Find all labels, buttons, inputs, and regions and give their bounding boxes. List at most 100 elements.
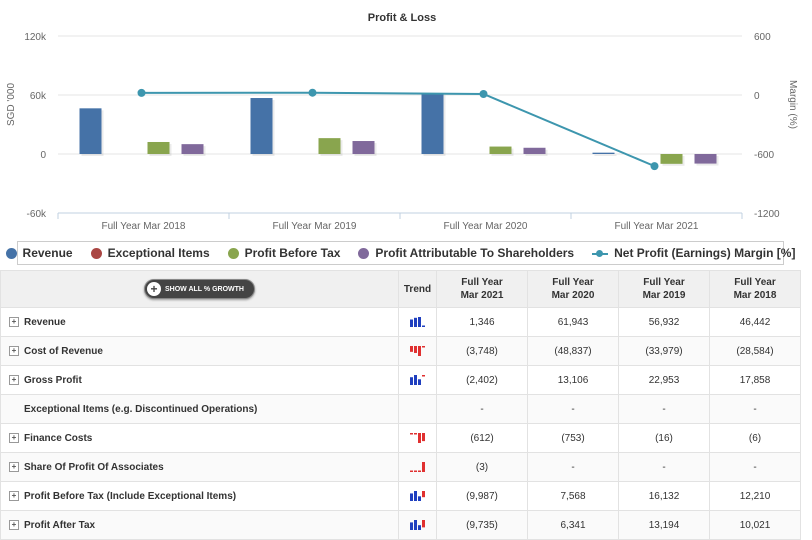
trend-sparkline-icon — [409, 491, 425, 501]
period-header[interactable]: Full Year Mar 2021 — [436, 270, 528, 308]
trend-bar — [417, 346, 421, 356]
bar-revenue — [79, 108, 102, 154]
trend-cell — [398, 394, 437, 424]
show-growth-cell: + SHOW ALL % GROWTH — [0, 270, 399, 308]
expand-icon[interactable]: + — [9, 345, 19, 356]
row-label: Exceptional Items (e.g. Discontinued Ope… — [24, 403, 258, 415]
trend-bar — [409, 319, 413, 327]
margin-point — [308, 88, 317, 97]
legend-label: Revenue — [22, 246, 73, 260]
trend-bar — [417, 470, 421, 472]
row-label-cell: Exceptional Items (e.g. Discontinued Ope… — [0, 394, 399, 424]
expand-icon[interactable]: + — [9, 461, 19, 472]
value-cell: - — [436, 394, 528, 424]
legend-marker-icon — [358, 247, 370, 259]
row-label: Profit After Tax — [24, 519, 96, 531]
bar-profit-before-tax — [147, 141, 170, 154]
legend-item[interactable]: Revenue — [5, 246, 73, 260]
show-all-growth-label: SHOW ALL % GROWTH — [165, 285, 244, 293]
trend-bar — [413, 433, 417, 435]
margin-point — [479, 89, 488, 98]
y-tick-label: 60k — [30, 91, 47, 102]
value-cell: - — [709, 394, 801, 424]
legend-item[interactable]: Net Profit (Earnings) Margin [%] — [592, 246, 795, 260]
chart-legend: Revenue Exceptional Items Profit Before Ta… — [5, 241, 795, 265]
value-cell: 6,341 — [527, 510, 619, 540]
trend-sparkline-icon — [409, 317, 425, 327]
trend-cell — [398, 481, 437, 511]
trend-bar — [413, 375, 417, 385]
trend-bar — [417, 525, 421, 530]
trend-bar — [409, 377, 413, 385]
row-label-cell[interactable]: + Share Of Profit Of Associates — [0, 452, 399, 482]
row-label-cell[interactable]: + Profit After Tax — [0, 510, 399, 540]
bar-revenue — [421, 93, 444, 154]
table-row: + Gross Profit (2,402) 13,106 22,953 17,858 — [0, 365, 801, 395]
y2-tick-label: 600 — [754, 32, 771, 43]
value-cell: (16) — [618, 423, 710, 453]
trend-bar — [421, 325, 425, 327]
expand-icon[interactable]: + — [9, 316, 19, 327]
table-row: + Profit Before Tax (Include Exceptional … — [0, 481, 801, 511]
expand-icon[interactable]: + — [9, 490, 19, 501]
show-all-growth-button[interactable]: + SHOW ALL % GROWTH — [144, 279, 255, 299]
row-label-cell[interactable]: + Revenue — [0, 307, 399, 337]
value-cell: - — [527, 394, 619, 424]
value-cell: 46,442 — [709, 307, 801, 337]
trend-bar — [421, 462, 425, 472]
value-cell: (753) — [527, 423, 619, 453]
financial-table: + SHOW ALL % GROWTH Trend Full Year Mar 2… — [0, 270, 801, 540]
period-header[interactable]: Full Year Mar 2018 — [709, 270, 801, 308]
bar-revenue — [250, 98, 273, 154]
value-cell: 61,943 — [527, 307, 619, 337]
legend-item[interactable]: Profit Attributable To Shareholders — [358, 246, 574, 260]
value-cell: 13,194 — [618, 510, 710, 540]
period-header[interactable]: Full Year Mar 2019 — [618, 270, 710, 308]
bar-profit-attributable-to-shareholders — [523, 147, 546, 154]
legend-item[interactable]: Profit Before Tax — [227, 246, 341, 260]
chart-svg: Profit & Loss 120k 60k 0 -60k 600 0 -600 -1200 SG… — [6, 12, 798, 232]
value-cell: - — [709, 452, 801, 482]
y-tick-label: -60k — [27, 209, 47, 220]
y2-tick-label: -600 — [754, 150, 774, 161]
row-label: Share Of Profit Of Associates — [24, 461, 164, 473]
value-cell: 56,932 — [618, 307, 710, 337]
trend-bar — [421, 346, 425, 348]
legend-label: Profit Attributable To Shareholders — [375, 246, 575, 260]
value-cell: - — [618, 394, 710, 424]
trend-bar — [421, 433, 425, 442]
row-label: Revenue — [24, 316, 66, 328]
chart-title: Profit & Loss — [368, 12, 436, 24]
row-label-cell[interactable]: + Cost of Revenue — [0, 336, 399, 366]
row-label-cell[interactable]: + Gross Profit — [0, 365, 399, 395]
legend-marker-icon — [5, 247, 17, 259]
y2-tick-label: -1200 — [754, 209, 780, 220]
trend-sparkline-icon — [409, 462, 425, 472]
expand-icon[interactable]: + — [9, 519, 19, 530]
bar-shadow — [594, 154, 617, 156]
row-label-cell[interactable]: + Finance Costs — [0, 423, 399, 453]
trend-sparkline-icon — [409, 433, 425, 443]
expand-icon[interactable]: + — [9, 432, 19, 443]
value-cell: 22,953 — [618, 365, 710, 395]
value-cell: 12,210 — [709, 481, 801, 511]
value-cell: (612) — [436, 423, 528, 453]
value-cell: 1,346 — [436, 307, 528, 337]
expand-icon[interactable]: + — [9, 374, 19, 385]
x-tick-label: Full Year Mar 2021 — [615, 221, 699, 232]
y2-tick-label: 0 — [754, 91, 760, 102]
table-row: + Profit After Tax (9,735) 6,341 13,194 10,02… — [0, 510, 801, 540]
trend-sparkline-icon — [409, 520, 425, 530]
value-cell: 17,858 — [709, 365, 801, 395]
trend-bar — [417, 379, 421, 385]
value-cell: (2,402) — [436, 365, 528, 395]
row-label-cell[interactable]: + Profit Before Tax (Include Exceptional … — [0, 481, 399, 511]
legend-label: Profit Before Tax — [244, 246, 341, 260]
x-tick-label: Full Year Mar 2018 — [102, 221, 186, 232]
period-header[interactable]: Full Year Mar 2020 — [527, 270, 619, 308]
trend-bar — [409, 433, 413, 435]
trend-bar — [413, 470, 417, 472]
trend-bar — [409, 493, 413, 501]
trend-sparkline-icon — [408, 403, 428, 415]
legend-item[interactable]: Exceptional Items — [90, 246, 210, 260]
